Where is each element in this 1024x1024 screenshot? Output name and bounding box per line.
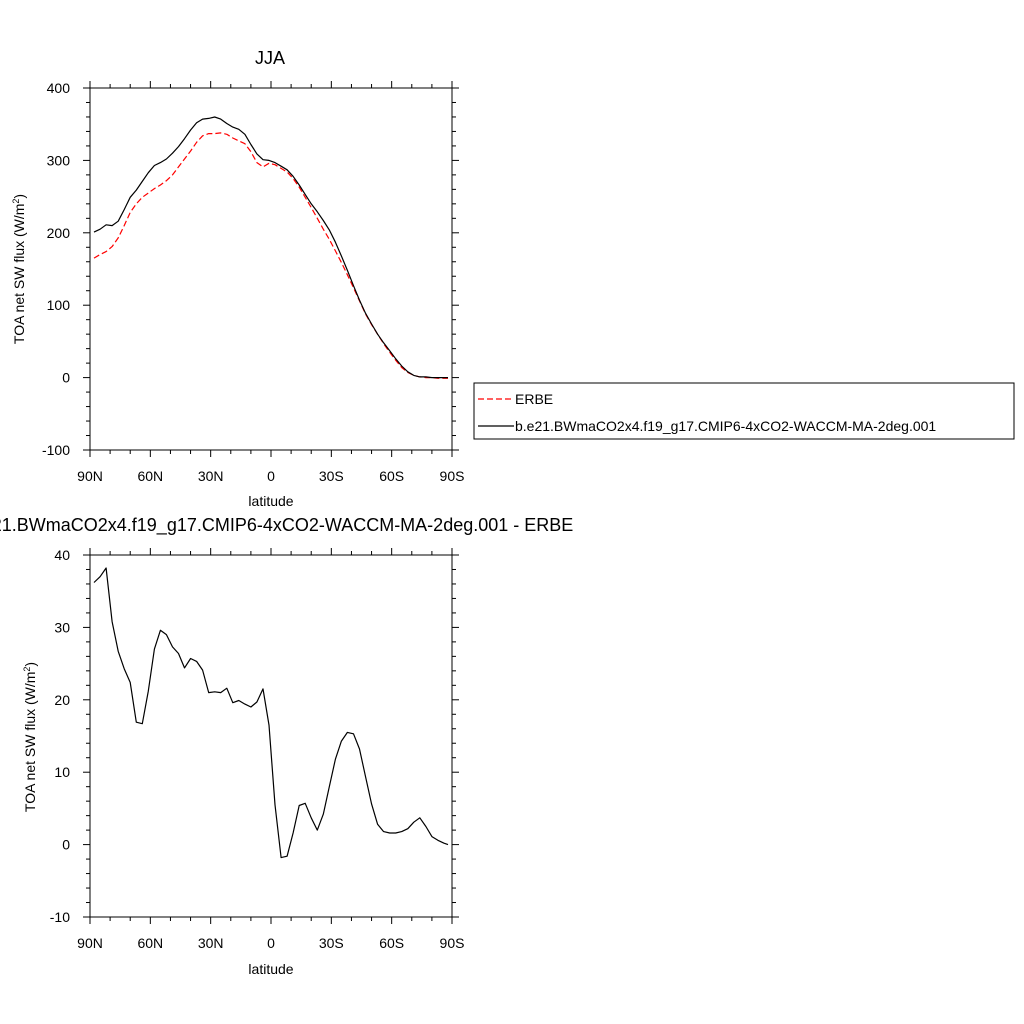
bottom-y-tick-label: 40 xyxy=(54,547,70,563)
top-y-axis-label-main: TOA net SW flux (W/m xyxy=(11,204,27,345)
bottom-x-tick-label: 30N xyxy=(198,935,224,951)
top-y-tick-label: -100 xyxy=(42,442,70,458)
top-y-axis-label: TOA net SW flux (W/m2) xyxy=(11,194,27,344)
bottom-x-tick-label: 30S xyxy=(319,935,344,951)
top-x-ticks xyxy=(89,81,453,457)
bottom-x-tick-label: 90S xyxy=(440,935,465,951)
bottom-x-tick-label: 60N xyxy=(137,935,163,951)
bottom-plot-frame xyxy=(89,554,453,918)
bottom-y-tick-label: 0 xyxy=(62,837,70,853)
top-x-tick-label: 60S xyxy=(379,468,404,484)
bottom-x-tick-label: 0 xyxy=(267,935,275,951)
bottom-y-tick-label: 20 xyxy=(54,692,70,708)
top-y-ticks xyxy=(83,87,459,451)
top-chart-title: JJA xyxy=(255,48,285,68)
legend-erbe-label: ERBE xyxy=(515,391,553,407)
top-y-tick-labels: -100 0 100 200 300 400 xyxy=(42,80,70,458)
top-y-tick-label: 100 xyxy=(47,297,71,313)
top-x-tick-label: 90N xyxy=(77,468,103,484)
top-y-tick-label: 0 xyxy=(62,370,70,386)
top-x-tick-label: 30N xyxy=(198,468,224,484)
bottom-series-lines xyxy=(93,567,449,859)
top-y-axis-label-sup: 2 xyxy=(11,199,21,204)
top-series-lines xyxy=(93,116,448,379)
top-x-axis-label: latitude xyxy=(248,493,293,509)
bottom-y-tick-label: 30 xyxy=(54,619,70,635)
top-series-model-line xyxy=(93,116,448,379)
bottom-y-axis-label-sup: 2 xyxy=(22,667,32,672)
top-x-tick-label: 90S xyxy=(440,468,465,484)
top-x-tick-label: 60N xyxy=(137,468,163,484)
top-y-tick-label: 300 xyxy=(47,152,71,168)
legend-box xyxy=(473,382,1015,440)
bottom-x-tick-label: 60S xyxy=(379,935,404,951)
legend: ERBE b.e21.BWmaCO2x4.f19_g17.CMIP6-4xCO2… xyxy=(473,382,1015,440)
top-y-tick-label: 400 xyxy=(47,80,71,96)
bottom-x-tick-label: 90N xyxy=(77,935,103,951)
legend-model-label: b.e21.BWmaCO2x4.f19_g17.CMIP6-4xCO2-WACC… xyxy=(515,418,936,434)
top-y-axis-label-end: ) xyxy=(11,194,27,199)
top-x-tick-label: 30S xyxy=(319,468,344,484)
bottom-x-axis-label: latitude xyxy=(248,961,293,977)
bottom-y-axis-label: TOA net SW flux (W/m2) xyxy=(22,662,38,812)
bottom-y-tick-label: 10 xyxy=(54,764,70,780)
top-x-tick-labels: 90N 60N 30N 0 30S 60S 90S xyxy=(77,468,464,484)
bottom-y-axis-label-end: ) xyxy=(22,662,38,667)
top-plot-frame xyxy=(89,87,453,451)
bottom-x-tick-labels: 90N 60N 30N 0 30S 60S 90S xyxy=(77,935,464,951)
bottom-y-tick-label: -10 xyxy=(50,909,70,925)
bottom-chart-title: b.e21.BWmaCO2x4.f19_g17.CMIP6-4xCO2-WACC… xyxy=(0,515,573,536)
bottom-series-difference-line xyxy=(93,567,449,859)
top-series-erbe-line xyxy=(93,132,448,379)
bottom-x-ticks xyxy=(89,548,453,924)
top-y-tick-label: 200 xyxy=(47,225,71,241)
bottom-y-axis-label-main: TOA net SW flux (W/m xyxy=(22,672,38,813)
bottom-y-tick-labels: -10 0 10 20 30 40 xyxy=(50,547,70,925)
bottom-y-ticks xyxy=(83,554,459,918)
bottom-panel: b.e21.BWmaCO2x4.f19_g17.CMIP6-4xCO2-WACC… xyxy=(0,515,573,977)
top-x-tick-label: 0 xyxy=(267,468,275,484)
